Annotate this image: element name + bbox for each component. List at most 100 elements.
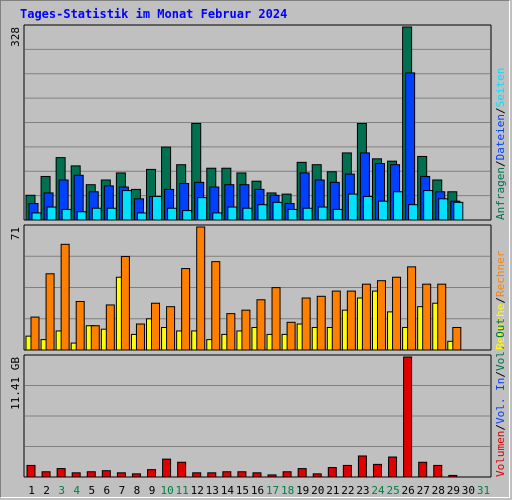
- bar-top-seiten-day-25: [393, 191, 404, 221]
- bar-top-seiten-day-13: [212, 212, 223, 221]
- bar-middle-rechner-day-18: [286, 321, 296, 351]
- bar-bottom-volumen-day-11: [177, 461, 187, 478]
- bar-top-seiten-day-7: [121, 190, 132, 221]
- legend-entry: Rechner: [494, 250, 507, 297]
- bar-top-seiten-day-28: [438, 198, 449, 221]
- legend-separator: /: [494, 160, 507, 167]
- x-tick-label-day-6: 6: [104, 484, 111, 497]
- bar-bottom-volumen-day-8: [131, 473, 141, 478]
- y-max-label-middle: 71: [9, 227, 22, 240]
- bar-top-seiten-day-11: [182, 210, 193, 221]
- bar-bottom-volumen-day-17: [267, 474, 277, 478]
- bar-top-seiten-day-18: [287, 208, 298, 221]
- x-tick-label-day-4: 4: [73, 484, 80, 497]
- bar-top-seiten-day-4: [76, 211, 87, 221]
- bar-top-seiten-day-22: [347, 193, 358, 221]
- bar-top-seiten-day-19: [302, 207, 313, 221]
- bar-top-seiten-day-14: [227, 206, 238, 221]
- y-max-label-bottom: 11.41 GB: [9, 357, 22, 410]
- bar-middle-rechner-day-14: [226, 313, 236, 351]
- bar-middle-rechner-day-29: [452, 326, 462, 351]
- legend-separator: /: [494, 424, 507, 431]
- x-tick-label-day-10: 10: [160, 484, 173, 497]
- x-tick-label-day-28: 28: [432, 484, 445, 497]
- bar-bottom-volumen-day-7: [116, 472, 126, 478]
- bar-top-seiten-day-3: [61, 208, 72, 221]
- bar-bottom-volumen-day-29: [448, 474, 458, 478]
- x-tick-label-day-31: 31: [477, 484, 490, 497]
- bar-top-seiten-day-17: [272, 201, 283, 221]
- bar-middle-rechner-day-6: [105, 304, 115, 351]
- x-tick-label-day-25: 25: [386, 484, 399, 497]
- bar-bottom-volumen-day-9: [147, 469, 157, 478]
- bar-bottom-volumen-day-25: [388, 456, 398, 478]
- bar-bottom-volumen-day-27: [418, 461, 428, 478]
- bar-top-seiten-day-15: [242, 207, 253, 221]
- legend-separator: /: [494, 371, 507, 378]
- x-tick-label-day-16: 16: [251, 484, 264, 497]
- legend-separator: /: [494, 297, 507, 304]
- x-tick-label-day-19: 19: [296, 484, 309, 497]
- bar-bottom-volumen-day-16: [252, 472, 262, 478]
- bar-top-seiten-day-29: [453, 201, 464, 221]
- bar-top-dateien-day-26: [405, 72, 416, 221]
- bar-bottom-volumen-day-12: [192, 472, 202, 478]
- bar-middle-rechner-day-19: [301, 297, 311, 351]
- x-tick-label-day-3: 3: [58, 484, 65, 497]
- bar-top-seiten-day-24: [377, 200, 388, 221]
- bar-middle-rechner-day-15: [241, 309, 251, 351]
- x-tick-label-day-11: 11: [176, 484, 189, 497]
- x-tick-label-day-9: 9: [149, 484, 156, 497]
- bar-bottom-volumen-day-19: [297, 468, 307, 478]
- bar-middle-rechner-day-12: [196, 226, 206, 351]
- bar-middle-rechner-day-11: [181, 268, 191, 351]
- bar-bottom-volumen-day-6: [101, 470, 111, 478]
- bar-middle-rechner-day-26: [407, 266, 417, 351]
- bar-middle-rechner-day-9: [151, 302, 161, 351]
- x-tick-label-day-14: 14: [221, 484, 235, 497]
- bar-top-seiten-day-8: [136, 212, 147, 221]
- bar-top-seiten-day-26: [408, 204, 419, 221]
- bar-top-seiten-day-12: [197, 197, 208, 221]
- bar-bottom-volumen-day-1: [26, 464, 36, 478]
- bar-middle-rechner-day-25: [392, 276, 402, 351]
- bar-middle-rechner-day-27: [422, 283, 432, 351]
- bar-middle-rechner-day-22: [346, 290, 356, 351]
- bar-bottom-volumen-day-24: [372, 463, 382, 478]
- bar-middle-rechner-day-23: [361, 283, 371, 351]
- legend-entry: Anfragen: [494, 167, 507, 220]
- x-tick-label-day-20: 20: [311, 484, 324, 497]
- bar-middle-rechner-day-5: [90, 325, 100, 351]
- bar-middle-rechner-day-16: [256, 299, 266, 351]
- bar-bottom-volumen-day-22: [342, 464, 352, 478]
- bar-middle-rechner-day-24: [376, 280, 386, 351]
- bar-bottom-volumen-day-21: [327, 467, 337, 478]
- x-tick-label-day-26: 26: [402, 484, 415, 497]
- bar-top-seiten-day-1: [31, 212, 42, 221]
- legend-middle: Besuche/Rechner: [494, 250, 507, 350]
- bar-top-seiten-day-27: [423, 190, 434, 221]
- x-tick-label-day-17: 17: [266, 484, 279, 497]
- x-tick-label-day-24: 24: [371, 484, 385, 497]
- bar-top-seiten-day-23: [362, 195, 373, 221]
- x-tick-label-day-5: 5: [88, 484, 95, 497]
- y-max-label-top: 328: [9, 27, 22, 47]
- x-tick-label-day-29: 29: [447, 484, 460, 497]
- x-tick-label-day-7: 7: [119, 484, 126, 497]
- bar-top-seiten-day-21: [332, 208, 343, 221]
- x-tick-label-day-2: 2: [43, 484, 50, 497]
- bar-bottom-volumen-day-3: [56, 468, 66, 478]
- bar-middle-rechner-day-13: [211, 261, 221, 351]
- bar-bottom-volumen-day-13: [207, 472, 217, 478]
- bar-middle-rechner-day-7: [120, 255, 130, 351]
- bar-top-seiten-day-2: [46, 206, 57, 221]
- bar-top-seiten-day-10: [167, 207, 178, 221]
- bar-middle-rechner-day-3: [60, 243, 70, 351]
- x-tick-label-day-1: 1: [28, 484, 35, 497]
- legend-top: Anfragen/Dateien/Seiten: [494, 68, 507, 220]
- bar-bottom-volumen-day-15: [237, 471, 247, 478]
- bar-middle-rechner-day-2: [45, 273, 55, 351]
- legend-entry: Vol. In: [494, 378, 507, 424]
- x-tick-label-day-27: 27: [417, 484, 430, 497]
